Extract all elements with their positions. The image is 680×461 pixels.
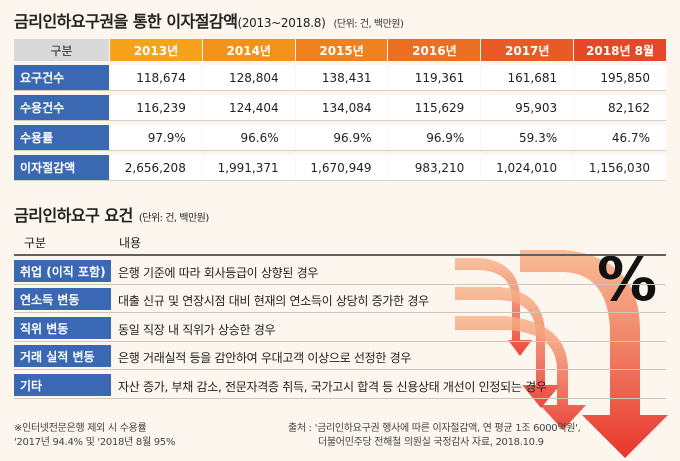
table-row: 요구건수 118,674 128,804 138,431 119,361 161,681 1… [14,65,666,91]
table-cell: 138,431 [294,65,388,90]
row-divider [14,312,666,313]
requirements-header: 구분 내용 [14,228,666,256]
row-label: 수용건수 [14,95,109,120]
row-label: 요구건수 [14,65,109,90]
row-label: 이자절감액 [14,155,109,180]
row-divider [14,284,666,285]
requirement-row: 직위 변동 동일 직장 내 직위가 상승한 경우 [14,314,666,342]
savings-table: 구분 2013년 2014년 2015년 2016년 2017년 2018년 8… [14,39,666,181]
table-cell: 96.6% [201,125,295,150]
table-cell: 96.9% [387,125,481,150]
requirement-desc: 은행 거래실적 등을 감안하여 우대고객 이상으로 선정한 경우 [118,351,412,365]
requirement-desc: 대출 신규 및 연장시점 대비 현재의 연소득이 상당히 증가한 경우 [118,294,429,308]
requirement-label: 직위 변동 [14,317,111,339]
table-cell: 983,210 [387,155,481,180]
requirement-desc: 동일 직장 내 직위가 상승한 경우 [118,323,276,337]
table-cell: 1,156,030 [573,155,666,180]
percent-symbol: % [597,245,658,315]
table-cell: 118,674 [109,65,202,90]
requirement-label: 취업 (이직 포함) [14,260,111,282]
table-cell: 161,681 [480,65,574,90]
table-cell: 116,239 [109,95,202,120]
year-col: 2017년 [480,39,574,61]
chart-title: 금리인하요구권을 통한 이자절감액(2013~2018.8) (단위: 건, 백만… [14,8,404,32]
row-divider [14,369,666,370]
requirement-label: 기타 [14,374,111,396]
requirement-row: 연소득 변동 대출 신규 및 연장시점 대비 현재의 연소득이 상당히 증가한 경… [14,285,666,313]
table-cell: 97.9% [109,125,202,150]
table-cell: 59.3% [480,125,574,150]
footnote: ※인터넷전문은행 제외 시 수용률 '2017년 94.4% 및 '2018년 … [14,422,175,450]
source-line: 더불어민주당 전해철 의원실 국정감사 자료, 2018.10.9 [318,437,544,448]
table-header: 구분 2013년 2014년 2015년 2016년 2017년 2018년 8… [14,39,666,61]
requirements-title: 금리인하요구 요건 (단위: 건, 백만원) [14,202,209,226]
requirement-row: 기타 자산 증가, 부채 감소, 전문자격증 취득, 국가고시 합격 등 신용상태… [14,371,666,399]
table-row: 수용건수 116,239 124,404 134,084 115,629 95,903 82… [14,95,666,121]
table-cell: 1,024,010 [480,155,574,180]
table-cell: 96.9% [294,125,388,150]
table-cell: 128,804 [201,65,295,90]
requirements-col-desc: 내용 [119,236,142,250]
table-cell: 2,656,208 [109,155,202,180]
table-cell: 119,361 [387,65,481,90]
table-row: 수용률 97.9% 96.6% 96.9% 96.9% 59.3% 46.7% [14,125,666,151]
table-cell: 1,670,949 [294,155,388,180]
title-text: 금리인하요구권을 통한 이자절감액 [14,12,238,31]
table-cell: 46.7% [573,125,666,150]
table-cell: 195,850 [573,65,666,90]
requirement-label: 거래 실적 변동 [14,345,111,367]
table-cell: 124,404 [201,95,295,120]
table-body: 요구건수 118,674 128,804 138,431 119,361 161,681 1… [14,65,666,181]
title-unit: (단위: 건, 백만원) [333,19,404,30]
table-row: 이자절감액 2,656,208 1,991,371 1,670,949 983,210 1… [14,155,666,181]
source-line: 출처 : '금리인하요구권 행사에 따른 이자절감액, 연 평균 1조 6000… [288,423,581,434]
year-col: 2013년 [109,39,202,61]
year-col: 2018년 8월 [573,39,666,61]
year-col: 2016년 [387,39,481,61]
row-divider [14,341,666,342]
footnote-line: '2017년 94.4% 및 '2018년 8월 95% [14,437,176,448]
title-period: (2013~2018.8) [237,16,326,30]
table-cell: 95,903 [480,95,574,120]
table-cell: 134,084 [294,95,388,120]
requirement-desc: 은행 기준에 따라 회사등급이 상향된 경우 [118,266,319,280]
requirements-unit: (단위: 건, 백만원) [138,213,209,224]
row-label: 수용률 [14,125,109,150]
requirement-row: 취업 (이직 포함) 은행 기준에 따라 회사등급이 상향된 경우 [14,257,666,285]
year-col: 2014년 [201,39,295,61]
year-col: 2015년 [294,39,388,61]
table-cell: 82,162 [573,95,666,120]
source-note: 출처 : '금리인하요구권 행사에 따른 이자절감액, 연 평균 1조 6000… [288,422,581,450]
header-label: 구분 [14,39,109,61]
requirement-desc: 자산 증가, 부채 감소, 전문자격증 취득, 국가고시 합격 등 신용상태 개… [118,380,547,394]
requirements-title-text: 금리인하요구 요건 [14,206,133,225]
requirement-row: 거래 실적 변동 은행 거래실적 등을 감안하여 우대고객 이상으로 선정한 경우 [14,342,666,370]
requirement-label: 연소득 변동 [14,288,111,310]
requirements-col-label: 구분 [24,236,47,250]
row-divider [14,398,666,399]
table-cell: 1,991,371 [201,155,295,180]
footnote-line: ※인터넷전문은행 제외 시 수용률 [14,423,147,434]
table-cell: 115,629 [387,95,481,120]
